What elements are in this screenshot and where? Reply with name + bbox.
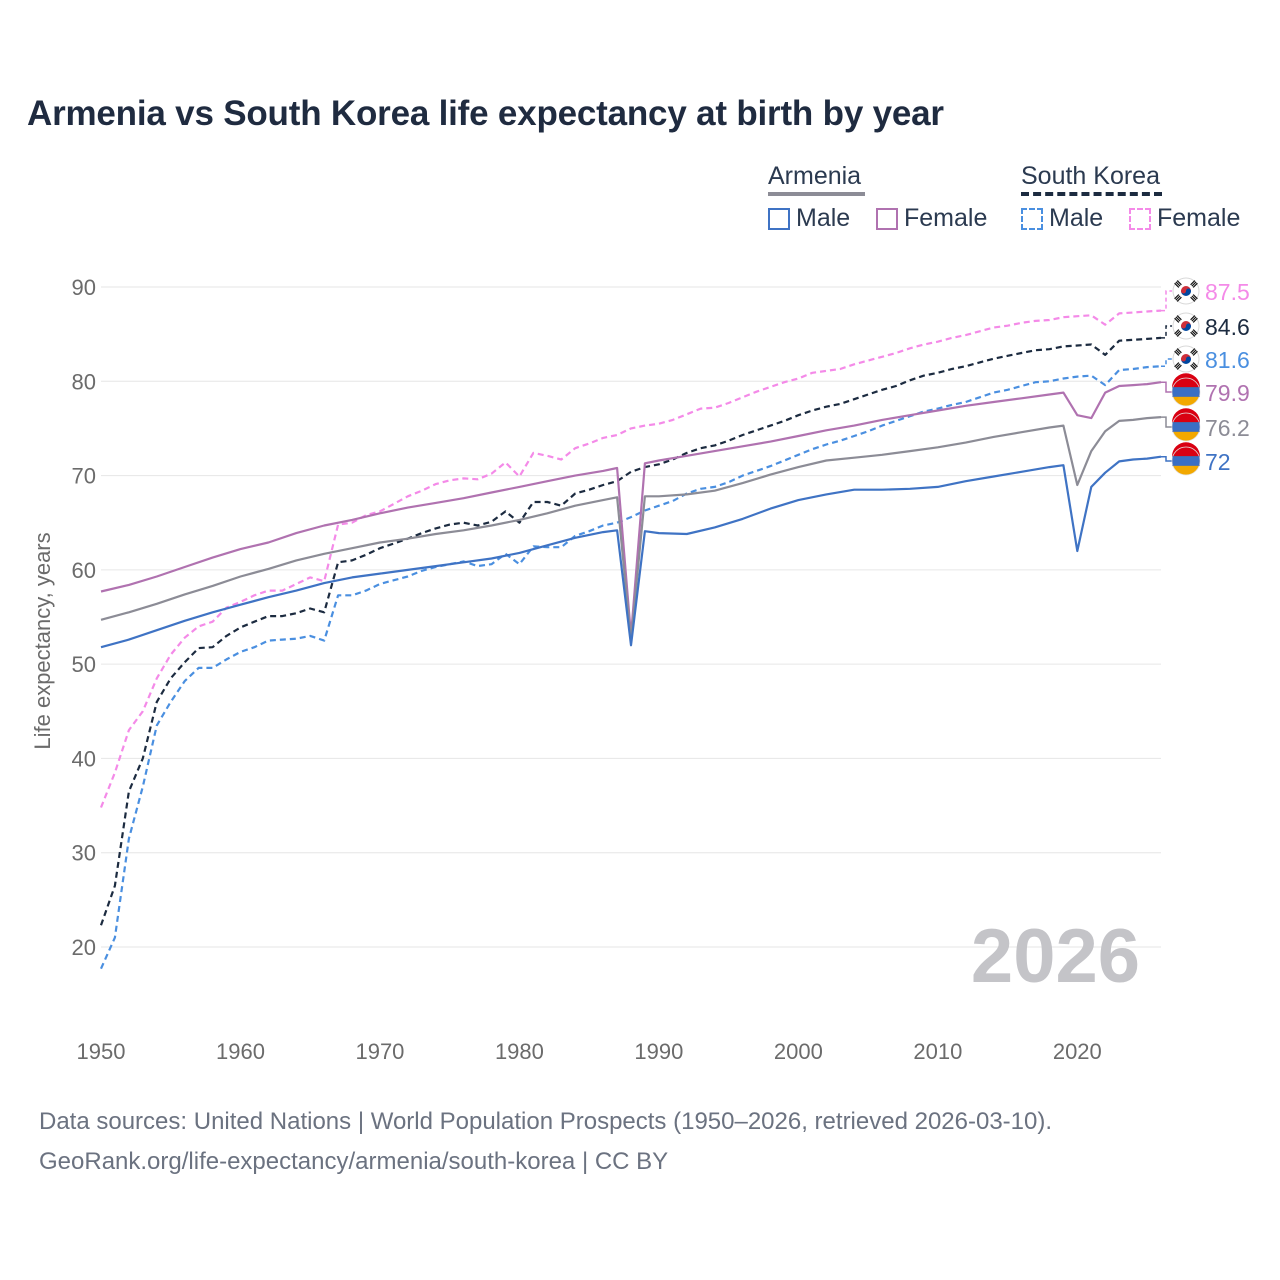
y-tick-label: 60 [72,558,96,583]
legend-south-korea-underline [1021,192,1162,196]
x-tick-label: 1960 [216,1039,265,1064]
end-label-connector [1161,381,1172,393]
x-tick-label: 1950 [77,1039,126,1064]
grid-layer [101,286,1161,948]
legend-label: Female [1157,204,1241,232]
x-tick-label: 2010 [913,1039,962,1064]
legend-south-korea-male[interactable]: Male [1021,204,1103,233]
legend-south-korea-title: South Korea [1021,162,1160,190]
end-label-connector [1161,416,1172,428]
legend-armenia-male[interactable]: Male [768,204,850,233]
y-tick-label: 90 [72,275,96,300]
end-value-label: 72 [1205,449,1231,475]
x-tick-label: 1980 [495,1039,544,1064]
footer-sources: Data sources: United Nations | World Pop… [39,1108,1053,1135]
south-korea-flag-icon [1172,345,1200,373]
year-watermark: 2026 [971,914,1140,999]
end-value-label: 84.6 [1205,314,1250,340]
armenia-flag-icon [1171,408,1201,442]
legend-armenia-underline [768,192,865,196]
end-label-connector [1161,290,1172,312]
legend-south-korea-female[interactable]: Female [1129,204,1240,233]
legend-swatch-armenia-female [876,207,898,230]
series-layer [99,309,1162,970]
legend-swatch-armenia-male [768,207,790,230]
series-line-armenia-male [100,455,1162,649]
legend-swatch-south-korea-male [1021,207,1043,230]
legend-armenia-title: Armenia [768,162,862,190]
y-axis-label: Life expectancy, years [30,532,55,749]
series-line-south-korea-female [99,309,1162,808]
series-line-south-korea-male [99,365,1162,970]
legend-swatch-south-korea-female [1129,207,1151,230]
armenia-flag-icon [1171,442,1201,476]
x-tick-label: 2020 [1053,1039,1102,1064]
y-tick-label: 20 [72,935,96,960]
y-tick-label: 40 [72,746,96,771]
end-label-layer: 87.5 84.6 81.6 79.9 76.2 72 [1161,277,1250,476]
legend-label: Male [796,204,851,232]
y-tick-label: 30 [72,841,96,866]
y-tick-label: 80 [72,369,96,394]
legend-label: Male [1049,204,1104,232]
end-value-label: 87.5 [1205,279,1250,305]
x-tick-label: 1990 [634,1039,683,1064]
south-korea-flag-icon [1172,277,1200,305]
series-line-armenia-female [100,381,1162,637]
axis-layer: 20 30 40 50 60 70 80 90 1950 1960 1970 1980 1990 2000… [72,275,1102,1064]
y-tick-label: 50 [72,652,96,677]
series-line-armenia-both [100,416,1162,642]
legend-label: Female [904,204,988,232]
footer-link[interactable]: GeoRank.org/life-expectancy/armenia/sout… [39,1148,669,1175]
end-label-connector [1161,325,1172,339]
chart-title: Armenia vs South Korea life expectancy a… [27,94,944,133]
y-tick-label: 70 [72,464,96,489]
legend-armenia-female[interactable]: Female [876,204,987,233]
end-value-label: 76.2 [1205,415,1250,441]
end-label-connector [1161,358,1172,367]
end-label-connector [1161,455,1172,462]
end-value-label: 81.6 [1205,347,1250,373]
x-tick-label: 1970 [355,1039,404,1064]
end-value-label: 79.9 [1205,380,1250,406]
armenia-flag-icon [1171,373,1201,407]
x-tick-label: 2000 [774,1039,823,1064]
south-korea-flag-icon [1172,312,1200,340]
